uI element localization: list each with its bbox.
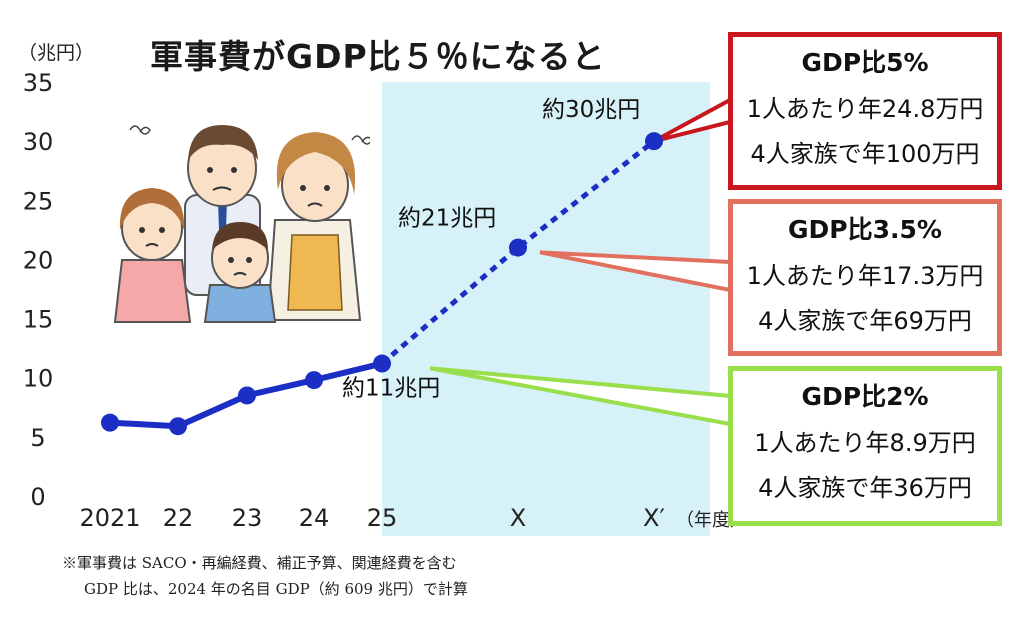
y-tick-label: 0 — [30, 483, 45, 511]
x-tick-label: 24 — [299, 504, 330, 532]
callout-gdp-2: GDP比2% 1人あたり年8.9万円 4人家族で年36万円 — [728, 366, 1002, 526]
chart-title: 軍事費がGDP比５％になると — [150, 37, 606, 76]
callout-per-family: 4人家族で年69万円 — [758, 307, 972, 335]
x-tick-label: X — [510, 504, 526, 532]
girl-figure — [113, 188, 192, 323]
y-tick-label: 25 — [23, 187, 54, 215]
y-axis-unit-label: （兆円） — [18, 42, 95, 64]
data-point — [238, 386, 256, 405]
data-point — [169, 417, 187, 436]
callout-per-family: 4人家族で年100万円 — [750, 140, 980, 168]
boy-figure — [203, 222, 277, 323]
x-tick-label: X′ — [643, 504, 665, 532]
callout-per-person: 1人あたり年17.3万円 — [746, 262, 984, 290]
callout-title: GDP比2% — [801, 382, 929, 411]
data-point — [509, 238, 527, 257]
data-point — [305, 371, 323, 390]
footnote-2: GDP 比は、2024 年の名目 GDP（約 609 兆円）で計算 — [84, 580, 468, 598]
projection-shaded-region — [382, 82, 710, 536]
data-point — [101, 413, 119, 432]
callout-title: GDP比3.5% — [788, 215, 942, 244]
y-tick-label: 35 — [23, 69, 54, 97]
data-point — [373, 354, 391, 373]
callout-gdp-3-5: GDP比3.5% 1人あたり年17.3万円 4人家族で年69万円 — [728, 199, 1002, 356]
worried-family-illustration — [113, 125, 370, 323]
callout-title: GDP比5% — [801, 48, 929, 77]
x-tick-label: 2021 — [79, 504, 140, 532]
callout-gdp-5: GDP比5% 1人あたり年24.8万円 4人家族で年100万円 — [728, 32, 1002, 190]
x-tick-label: 22 — [163, 504, 194, 532]
y-tick-label: 30 — [23, 128, 54, 156]
x-tick-label: 25 — [367, 504, 398, 532]
y-tick-label: 5 — [30, 424, 45, 452]
data-label: 約21兆円 — [398, 206, 496, 232]
mother-figure — [266, 132, 362, 321]
footnote-1: ※軍事費は SACO・再編経費、補正予算、関連経費を含む — [62, 554, 457, 572]
data-point — [645, 132, 663, 151]
callout-per-person: 1人あたり年24.8万円 — [746, 95, 984, 123]
y-tick-label: 15 — [23, 306, 54, 334]
data-label: 約11兆円 — [342, 376, 440, 402]
y-tick-label: 10 — [23, 365, 54, 393]
y-tick-label: 20 — [23, 246, 54, 274]
callout-per-family: 4人家族で年36万円 — [758, 474, 972, 502]
data-label: 約30兆円 — [542, 97, 640, 123]
worry-scribble-icon — [129, 125, 370, 145]
x-tick-label: 23 — [232, 504, 263, 532]
callout-per-person: 1人あたり年8.9万円 — [754, 429, 976, 457]
